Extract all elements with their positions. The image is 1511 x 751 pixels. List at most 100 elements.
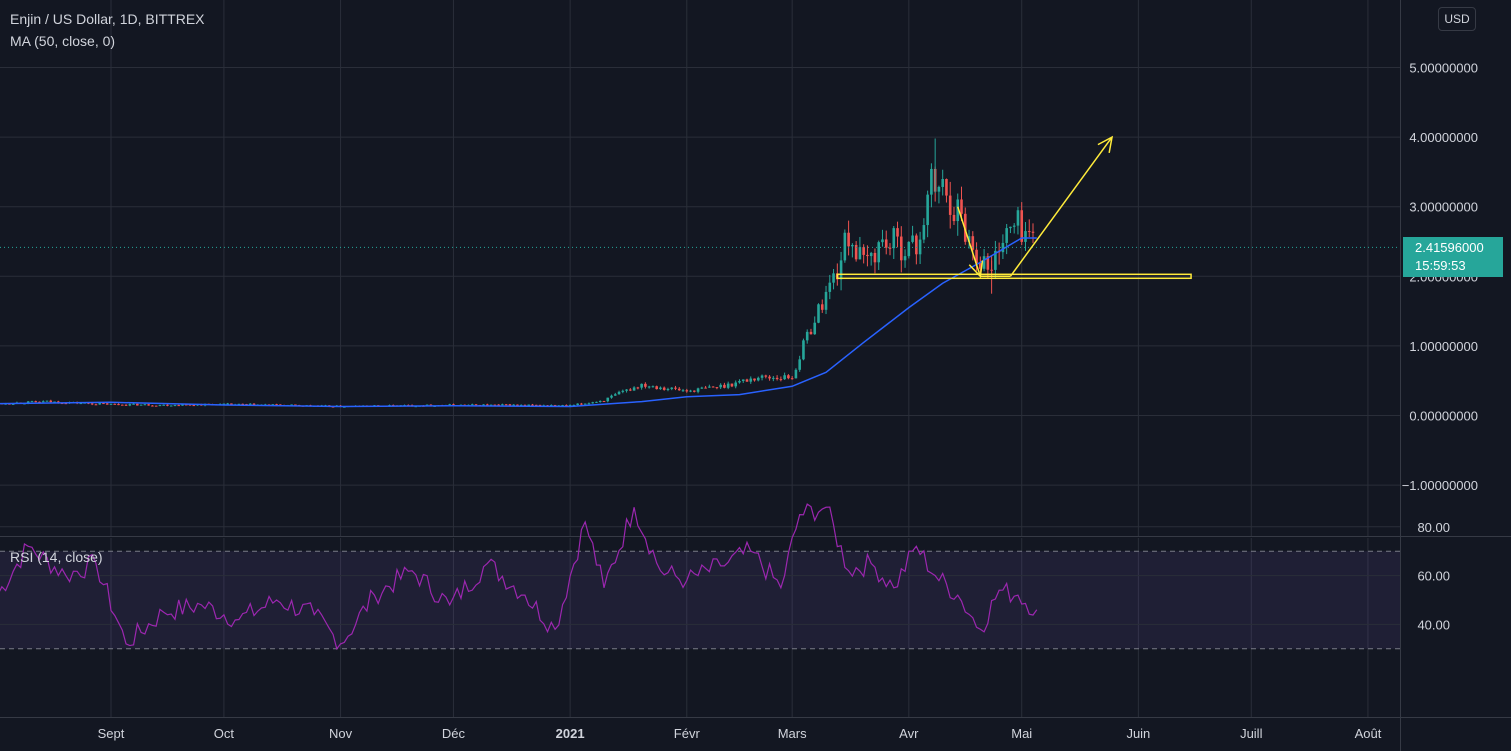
candle-body [11, 403, 15, 405]
candle-body [745, 379, 749, 382]
currency-button[interactable]: USD [1438, 7, 1476, 31]
candle-body [493, 404, 497, 406]
candle-body [907, 241, 911, 257]
candle-body [568, 405, 572, 407]
candle-body [960, 199, 963, 214]
candle-body [553, 405, 557, 407]
candle-body [143, 404, 147, 406]
candle-body [873, 252, 877, 263]
candle-body [139, 404, 143, 406]
candle-body [598, 400, 602, 402]
candle-body [753, 378, 756, 381]
candle-body [279, 404, 282, 406]
x-tick-label: Déc [442, 726, 466, 741]
candle-body [862, 247, 865, 255]
candle-body [94, 404, 98, 406]
candle-body [128, 404, 132, 406]
x-tick-label: Avr [899, 726, 919, 741]
candle-body [98, 403, 102, 405]
candle-body [132, 403, 135, 405]
candle-body [681, 390, 685, 392]
candle-body [798, 359, 801, 370]
x-tick-label: Oct [214, 726, 235, 741]
candle-body [120, 404, 124, 406]
candle-body [45, 400, 49, 402]
candle-body [884, 239, 888, 248]
candle-body [587, 403, 591, 405]
candle-body [651, 386, 655, 388]
candle-body [790, 378, 794, 380]
rsi-line [0, 503, 1038, 651]
candle-body [192, 405, 196, 407]
candle-body [1020, 210, 1024, 242]
candle-body [580, 403, 583, 405]
candle-body [64, 403, 68, 405]
candle-body [794, 369, 798, 379]
candle-body [903, 256, 907, 261]
candle-body [516, 404, 519, 406]
candle-body [38, 401, 41, 403]
candle-body [448, 404, 451, 406]
candle-body [866, 254, 869, 257]
candle-body [813, 322, 817, 335]
candle-body [644, 383, 647, 387]
candle-body [809, 331, 813, 335]
candle-body [734, 382, 738, 387]
candle-body [508, 404, 512, 406]
candle-body [760, 375, 764, 378]
candle-body [610, 395, 613, 398]
candle-body [105, 403, 109, 405]
candle-body [550, 405, 553, 407]
candle-body [896, 228, 899, 237]
candle-body [181, 404, 184, 406]
candle-body [772, 377, 775, 379]
candle-body [1012, 225, 1016, 227]
candle-body [677, 388, 681, 391]
candle-body [693, 390, 696, 392]
candle-body [655, 386, 658, 390]
support-level [836, 273, 1192, 280]
candle-body [489, 404, 493, 406]
candle-body [930, 168, 933, 195]
candle-body [967, 236, 971, 242]
candle-body [640, 383, 643, 388]
rsi-tick-label: 60.00 [1417, 569, 1450, 584]
candle-body [595, 401, 598, 403]
candle-body [877, 242, 881, 263]
candle-body [979, 263, 982, 269]
candle-body [474, 404, 478, 406]
candle-body [248, 403, 252, 405]
candle-body [41, 401, 45, 403]
candle-body [820, 304, 824, 310]
candle-body [994, 250, 997, 270]
candle-body [241, 403, 245, 405]
candle-body [629, 389, 632, 391]
candle-body [512, 404, 515, 406]
candle-body [636, 387, 640, 389]
candle-body [565, 405, 568, 407]
candle-body [779, 379, 783, 381]
arrow-line [957, 206, 982, 277]
candle-body [726, 383, 730, 388]
candle-body [704, 387, 707, 389]
candle-body [561, 405, 564, 407]
candle-body [79, 403, 83, 405]
symbol-title: Enjin / US Dollar, 1D, BITTREX [10, 11, 205, 27]
candle-body [527, 404, 531, 406]
candle-body [53, 401, 56, 403]
candle-body [768, 376, 771, 379]
x-tick-label: Févr [674, 726, 701, 741]
candle-body [715, 387, 719, 389]
y-tick-label: 0.00000000 [1409, 409, 1478, 424]
candle-body [124, 404, 128, 406]
candle-body [252, 403, 256, 406]
candle-body [177, 405, 181, 407]
candle-body [1024, 231, 1027, 242]
candle-body [109, 403, 113, 405]
last-price-tag: 2.41596000 15:59:53 [1403, 237, 1503, 277]
x-tick-label: Août [1355, 726, 1382, 741]
candle-body [166, 404, 169, 406]
candle-body [854, 244, 858, 260]
candle-body [888, 247, 892, 249]
